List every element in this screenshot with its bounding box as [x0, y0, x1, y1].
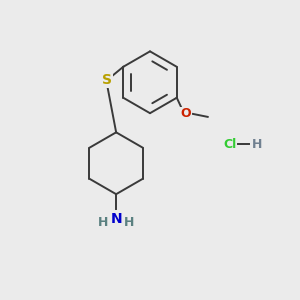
Text: H: H — [252, 138, 262, 151]
Text: Cl: Cl — [224, 138, 237, 151]
Text: H: H — [98, 216, 108, 229]
Text: S: S — [102, 73, 112, 87]
Text: O: O — [180, 107, 191, 120]
Text: H: H — [124, 216, 135, 229]
Text: N: N — [110, 212, 122, 226]
